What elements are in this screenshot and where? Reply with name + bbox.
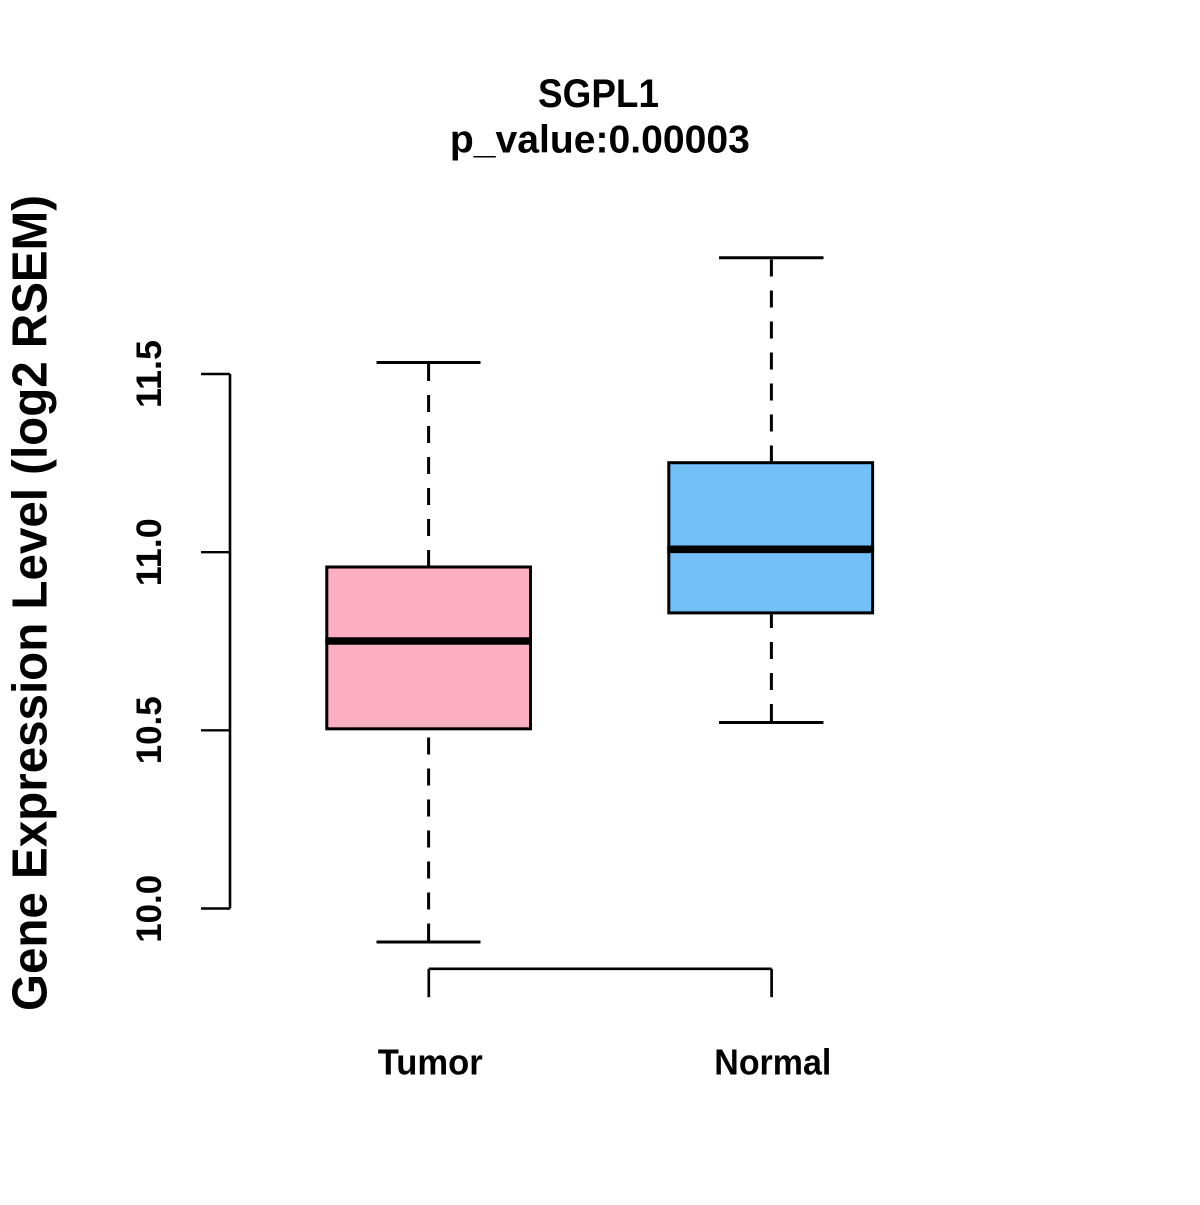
svg-text:10.5: 10.5 — [130, 696, 169, 764]
svg-text:11.5: 11.5 — [130, 340, 169, 408]
svg-text:SGPL1: SGPL1 — [538, 72, 659, 116]
svg-text:Gene Expression Level (log2 RS: Gene Expression Level (log2 RSEM) — [4, 195, 58, 1011]
svg-text:p_value:0.00003: p_value:0.00003 — [450, 118, 750, 161]
svg-text:Tumor: Tumor — [378, 1042, 483, 1083]
svg-text:10.0: 10.0 — [130, 875, 169, 943]
svg-text:11.0: 11.0 — [130, 518, 169, 586]
svg-text:Normal: Normal — [714, 1042, 831, 1083]
